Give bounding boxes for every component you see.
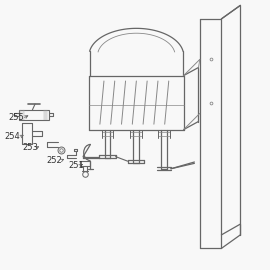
Text: 254: 254: [5, 132, 21, 141]
Text: 253: 253: [22, 143, 38, 152]
Text: 251: 251: [69, 161, 85, 170]
Text: 252: 252: [46, 156, 62, 164]
Text: 255: 255: [8, 113, 24, 122]
